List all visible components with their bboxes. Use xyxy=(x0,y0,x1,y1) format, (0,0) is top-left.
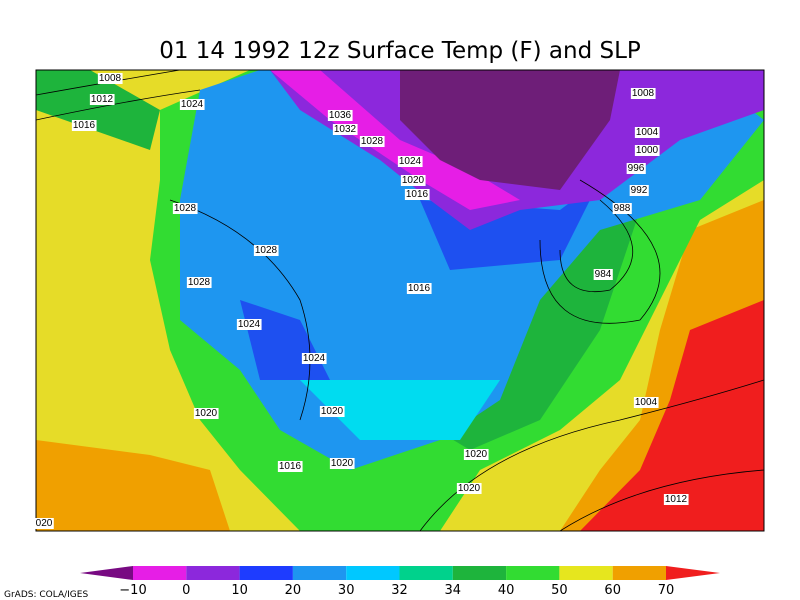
isobar-label-box xyxy=(463,449,489,460)
colorbar-label: 34 xyxy=(445,583,462,598)
isobar-label: 1000 xyxy=(636,145,659,156)
isobar-label-box xyxy=(630,88,656,99)
isobar-label: 1004 xyxy=(635,397,658,408)
isobar-label-box xyxy=(626,163,646,174)
colorbar-label: 40 xyxy=(498,583,515,598)
isobar-label-box xyxy=(400,175,426,186)
isobar-label-box xyxy=(89,94,115,105)
isobar-label-box xyxy=(629,185,649,196)
colorbar-label: 30 xyxy=(338,583,355,598)
isobar-label: 988 xyxy=(614,203,631,214)
isobar-label: 1016 xyxy=(73,120,96,131)
isobar-label-box xyxy=(193,408,219,419)
title: 01 14 1992 12z Surface Temp (F) and SLP xyxy=(159,38,641,64)
colorbar-label: 50 xyxy=(551,583,568,598)
isobar-label: 1016 xyxy=(279,461,302,472)
isobar-label-box xyxy=(34,518,54,529)
isobar-label: 1028 xyxy=(255,245,278,256)
isobar-label-box xyxy=(612,203,632,214)
isobar-label-box xyxy=(301,353,327,364)
isobar-label: 1028 xyxy=(188,277,211,288)
colorbar-box xyxy=(399,566,453,580)
colorbar-box xyxy=(346,566,400,580)
colorbar-label: 70 xyxy=(658,583,675,598)
isobar-label-box xyxy=(359,136,385,147)
isobar-label-box xyxy=(634,127,660,138)
isobar-label: 996 xyxy=(628,163,645,174)
isobar-label-box xyxy=(329,458,355,469)
isobar-label: 1020 xyxy=(321,406,344,417)
colorbar-label: 10 xyxy=(231,583,248,598)
isobar-label: 1032 xyxy=(334,124,357,135)
isobar-label: 1028 xyxy=(174,203,197,214)
colorbar-label: −10 xyxy=(119,583,146,598)
colorbar-box xyxy=(186,566,240,580)
isobar-label: 1020 xyxy=(465,449,488,460)
isobar-label-box xyxy=(663,494,689,505)
isobar-label: 1020 xyxy=(195,408,218,419)
isobar-label: 1008 xyxy=(99,73,122,84)
isobar-label: 1004 xyxy=(636,127,659,138)
isobar-label: 020 xyxy=(36,518,53,529)
colorbar: −10 0 10 20 30 32 34 40 50 60 70 xyxy=(80,566,720,598)
isobar-label: 1024 xyxy=(181,99,204,110)
credit: GrADS: COLA/IGES xyxy=(4,590,88,600)
colorbar-box xyxy=(506,566,560,580)
isobar-label-box xyxy=(404,189,430,200)
colorbar-label: 0 xyxy=(182,583,190,598)
isobar-label-box xyxy=(327,110,353,121)
colorbar-box xyxy=(133,566,187,580)
isobar-label: 1016 xyxy=(406,189,429,200)
isobar-label-box xyxy=(179,99,205,110)
isobar-label: 1020 xyxy=(402,175,425,186)
isobar-label: 992 xyxy=(631,185,648,196)
isobar-label-box xyxy=(406,283,432,294)
isobar-label-box xyxy=(319,406,345,417)
isobar-label: 1028 xyxy=(361,136,384,147)
isobar-label-box xyxy=(236,319,262,330)
isobars xyxy=(36,70,764,531)
isobar-label-box xyxy=(277,461,303,472)
colorbar-arrow-high xyxy=(666,566,720,580)
isobar-label: 1008 xyxy=(632,88,655,99)
isobar-label: 1012 xyxy=(665,494,688,505)
colorbar-label: 20 xyxy=(285,583,302,598)
isobar-label: 1024 xyxy=(399,156,422,167)
isobar-label-box xyxy=(253,245,279,256)
colorbar-box xyxy=(612,566,666,580)
isobar-label-box xyxy=(172,203,198,214)
isobar-labels: 1008 1012 1016 1024 1036 1032 1028 1024 1020 1016… xyxy=(34,73,689,529)
isobar-label: 1012 xyxy=(91,94,114,105)
isobar-label: 984 xyxy=(595,269,612,280)
isobar-label: 1036 xyxy=(329,110,352,121)
colorbar-box xyxy=(239,566,293,580)
map-frame xyxy=(35,69,765,532)
colorbar-label: 32 xyxy=(391,583,408,598)
isobar-label-box xyxy=(71,120,97,131)
isobar-label-box xyxy=(397,156,423,167)
isobar-label-box xyxy=(97,73,123,84)
isobar-label-box xyxy=(186,277,212,288)
isobar-label-box xyxy=(593,269,613,280)
colorbar-label: 60 xyxy=(604,583,621,598)
isobar-label: 1024 xyxy=(303,353,326,364)
isobar-label: 1020 xyxy=(331,458,354,469)
isobar-label-box xyxy=(456,483,482,494)
colorbar-box xyxy=(452,566,507,580)
isobar-label: 1020 xyxy=(458,483,481,494)
isobar-label: 1024 xyxy=(238,319,261,330)
isobar-label: 1016 xyxy=(408,283,431,294)
colorbar-arrow-low xyxy=(80,566,133,580)
colorbar-box xyxy=(292,566,347,580)
isobar-label-box xyxy=(332,124,358,135)
isobar-label-box xyxy=(634,145,660,156)
colorbar-box xyxy=(559,566,613,580)
map xyxy=(36,70,764,531)
isobar-label-box xyxy=(633,397,659,408)
